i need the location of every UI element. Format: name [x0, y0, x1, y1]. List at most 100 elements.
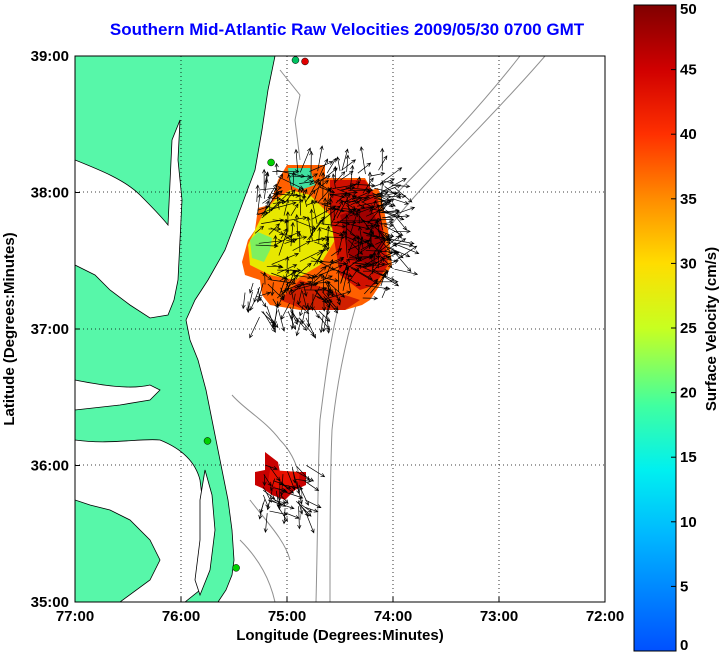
velocity-arrow: [371, 208, 390, 214]
velocity-arrow: [266, 264, 283, 269]
axis-ticks: 77:00 76:00 75:00 74:00 73:00 72:00 39:00 38:00…: [31, 48, 625, 625]
velocity-arrow: [314, 290, 327, 304]
velocity-arrow: [334, 288, 341, 306]
velocity-arrow: [360, 261, 379, 268]
velocity-arrow: [310, 259, 325, 264]
velocity-arrow: [273, 235, 293, 246]
x-tick-label: 74:00: [374, 608, 412, 625]
velocity-arrow: [377, 230, 391, 245]
velocity-arrow: [328, 282, 345, 298]
velocity-arrow: [273, 301, 279, 326]
velocity-arrow: [323, 296, 339, 314]
velocity-arrow: [365, 285, 391, 291]
velocity-arrow: [277, 498, 282, 510]
velocity-arrow: [394, 229, 411, 234]
velocity-arrow: [318, 310, 331, 322]
velocity-arrow: [270, 279, 297, 285]
velocity-arrow: [324, 258, 334, 280]
velocity-arrow: [313, 308, 320, 319]
velocity-arrow: [286, 235, 308, 242]
velocity-arrow: [314, 295, 333, 303]
velocity-arrow: [354, 209, 375, 235]
velocity-arrow: [273, 173, 283, 192]
velocity-arrow: [394, 268, 419, 276]
x-tick-label: 76:00: [162, 608, 200, 625]
colorbar-tick-label: 15: [680, 449, 697, 466]
velocity-arrow: [264, 171, 269, 185]
velocity-arrow: [347, 239, 371, 251]
colorbar-tick-label: 5: [680, 578, 688, 595]
velocity-arrow: [255, 291, 271, 298]
velocity-arrow: [257, 193, 262, 215]
velocity-arrow: [306, 200, 318, 206]
velocity-arrow: [259, 297, 267, 308]
velocity-arrow: [255, 184, 260, 202]
velocity-arrow: [339, 198, 357, 210]
velocity-arrow: [315, 201, 332, 206]
velocity-arrow: [263, 489, 276, 500]
radar-station-marker: [301, 57, 309, 66]
velocity-arrow: [258, 185, 283, 191]
velocity-arrow: [284, 235, 296, 243]
velocity-arrow: [317, 226, 322, 243]
velocity-arrow: [259, 499, 266, 514]
velocity-arrow: [249, 301, 255, 312]
velocity-arrow: [298, 317, 315, 337]
velocity-arrow: [273, 234, 278, 248]
map-area: [75, 56, 605, 602]
velocity-arrow: [379, 255, 393, 269]
velocity-arrow: [270, 500, 295, 510]
velocity-arrow: [268, 317, 276, 328]
velocity-arrow: [365, 191, 389, 197]
velocity-arrow: [342, 207, 361, 213]
velocity-arrow: [301, 504, 313, 513]
velocity-arrow: [262, 168, 267, 191]
velocity-arrow: [350, 224, 371, 231]
velocity-arrow: [299, 179, 314, 185]
velocity-arrow: [343, 230, 348, 258]
velocity-arrow: [262, 486, 272, 503]
velocity-arrow: [279, 269, 290, 296]
velocity-arrow: [390, 247, 404, 259]
velocity-arrow: [265, 464, 278, 471]
velocity-arrow: [316, 264, 343, 277]
velocity-arrow: [362, 296, 379, 301]
velocity-arrow: [376, 184, 402, 195]
y-axis-label: Latitude (Degrees:Minutes): [1, 232, 18, 425]
velocity-arrow: [272, 200, 287, 205]
velocity-arrow: [377, 236, 393, 255]
colorbar-ticks: 0 5 10 15 20 25 30 35 40 45 50: [671, 1, 697, 654]
velocity-arrow: [308, 286, 321, 311]
velocity-arrow: [380, 147, 385, 171]
velocity-arrow: [274, 162, 279, 175]
velocity-arrow: [362, 177, 374, 194]
velocity-arrow: [340, 269, 346, 284]
velocity-arrow: [309, 161, 334, 172]
velocity-arrow: [372, 268, 400, 287]
velocity-arrow: [277, 268, 302, 273]
velocity-arrow: [336, 193, 351, 219]
velocity-arrow: [316, 247, 330, 256]
velocity-arrow: [385, 206, 416, 219]
velocity-arrow: [344, 214, 349, 240]
radar-station-marker: [267, 158, 275, 167]
velocity-arrow: [387, 238, 415, 246]
velocity-arrow: [393, 245, 418, 263]
velocity-arrow: [292, 240, 311, 251]
velocity-arrow: [376, 250, 381, 269]
velocity-arrow: [394, 251, 412, 273]
velocity-arrow: [314, 180, 329, 191]
velocity-arrow: [274, 500, 287, 505]
velocity-arrow: [331, 248, 343, 257]
velocity-arrow: [329, 190, 358, 196]
velocity-arrow: [280, 494, 289, 504]
velocity-arrow: [383, 211, 405, 221]
velocity-arrow: [280, 484, 292, 490]
velocity-arrow: [272, 252, 300, 265]
colorbar-tick-label: 35: [680, 191, 697, 208]
colorbar-label: Surface Velocity (cm/s): [703, 247, 720, 411]
velocity-arrow: [299, 147, 311, 173]
velocity-arrow: [272, 193, 301, 198]
velocity-arrow: [391, 184, 411, 189]
velocity-arrow: [295, 319, 302, 337]
